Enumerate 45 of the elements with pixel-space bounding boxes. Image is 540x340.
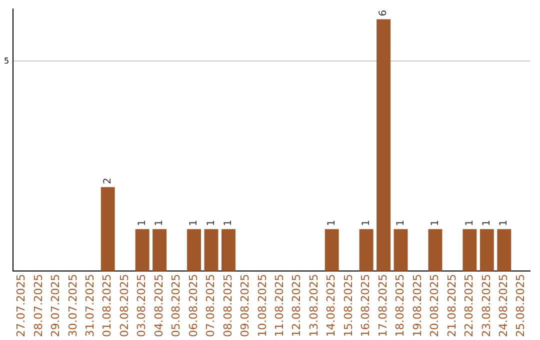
data-label: 1 [482,220,493,226]
data-label: 1 [326,220,338,226]
x-tick-label: 16.08.2025 [359,274,372,338]
x-tick-label: 18.08.2025 [394,274,407,338]
data-label: 1 [223,220,234,226]
x-tick-label: 04.08.2025 [152,274,166,338]
x-tick-label: 10.08.2025 [256,274,269,338]
x-tick-label: 20.08.2025 [428,274,442,338]
x-tick-label: 07.08.2025 [204,274,218,338]
x-tick-label: 28.07.2025 [32,274,45,338]
data-label: 1 [430,220,441,226]
x-tick-label: 13.08.2025 [307,274,320,338]
data-label: 6 [378,10,390,16]
data-label: 1 [206,220,217,226]
x-tick-label: 02.08.2025 [118,274,131,338]
x-tick-label: 05.08.2025 [170,274,183,338]
x-tick-label: 29.07.2025 [49,274,62,338]
x-tick-label: 17.08.2025 [376,274,390,338]
x-tick-label: 22.08.2025 [462,274,476,338]
x-tick-label: 09.08.2025 [238,274,252,338]
x-tick-label: 12.08.2025 [290,274,304,338]
x-tick-label: 21.08.2025 [445,274,458,338]
x-tick-label: 15.08.2025 [342,274,355,338]
data-label: 1 [154,220,166,226]
data-label: 1 [395,220,406,226]
x-tick-label: 03.08.2025 [135,274,148,338]
x-tick-label: 08.08.2025 [221,274,234,338]
data-label: 1 [188,220,200,226]
data-label: 1 [360,220,372,226]
x-tick-label: 25.08.2025 [514,274,528,338]
x-tick-label: 30.07.2025 [66,274,80,338]
data-label: 1 [136,220,148,226]
x-tick-label: 23.08.2025 [480,274,493,338]
x-tick-label: 27.07.2025 [14,274,28,338]
x-tick-label: 06.08.2025 [186,274,200,338]
x-tick-label: 01.08.2025 [100,274,114,338]
data-label: 1 [498,220,510,226]
x-tick-label: 11.08.2025 [273,274,286,338]
data-label: 2 [102,178,114,184]
data-label: 1 [464,220,476,226]
x-tick-label: 19.08.2025 [410,274,424,338]
x-tick-label: 24.08.2025 [497,274,510,338]
x-tick-label: 14.08.2025 [324,274,338,338]
y-tick-label: 5 [4,56,10,66]
x-tick-label: 31.07.2025 [83,274,96,338]
